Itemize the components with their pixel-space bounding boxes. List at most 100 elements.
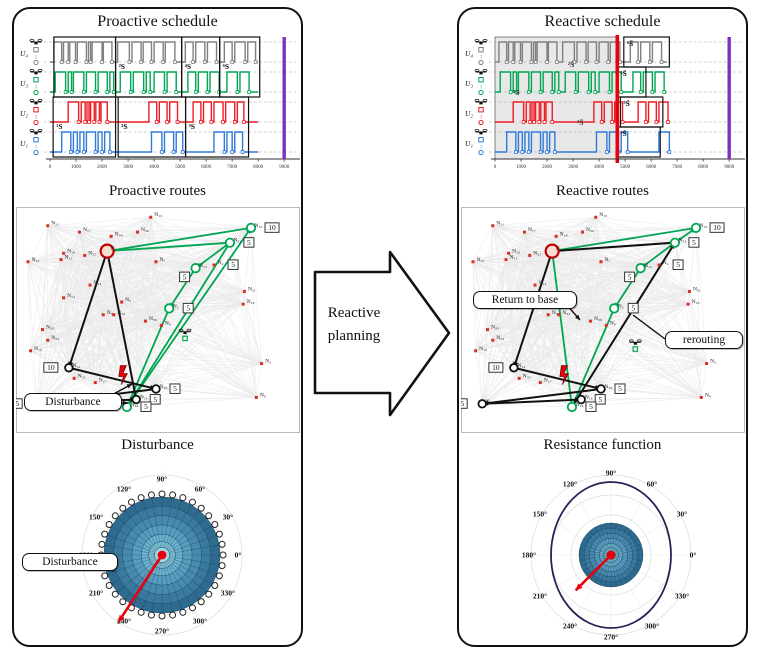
svg-text:5: 5 bbox=[153, 395, 157, 404]
svg-text:150°: 150° bbox=[89, 513, 103, 522]
svg-text:N₃₁: N₃₁ bbox=[248, 286, 256, 292]
svg-text:N₈: N₈ bbox=[705, 392, 711, 398]
svg-text:5: 5 bbox=[231, 260, 235, 269]
svg-text:N₂₄: N₂₄ bbox=[51, 335, 59, 341]
svg-text:N₁: N₁ bbox=[556, 246, 562, 252]
svg-text:2000: 2000 bbox=[542, 165, 553, 170]
svg-text:↕: ↕ bbox=[480, 55, 483, 61]
svg-text:120°: 120° bbox=[563, 479, 577, 488]
svg-text:N₉: N₉ bbox=[165, 320, 171, 326]
svg-text:240°: 240° bbox=[117, 616, 131, 625]
svg-text:5: 5 bbox=[183, 272, 187, 281]
svg-text:U₄: U₄ bbox=[20, 49, 28, 58]
svg-text:N₃₆: N₃₆ bbox=[130, 402, 138, 408]
svg-text:5000: 5000 bbox=[175, 165, 186, 170]
svg-text:N₁₇: N₁₇ bbox=[528, 227, 536, 233]
svg-text:N₂₅: N₂₅ bbox=[533, 250, 541, 256]
svg-text:5: 5 bbox=[173, 384, 177, 393]
svg-text:5: 5 bbox=[598, 395, 602, 404]
svg-text:N₁₈: N₁₈ bbox=[67, 248, 75, 254]
svg-text:0°: 0° bbox=[235, 551, 242, 560]
svg-text:270°: 270° bbox=[604, 633, 618, 642]
svg-text:N₂₀: N₂₀ bbox=[491, 325, 499, 331]
svg-text:N₃₈: N₃₈ bbox=[149, 316, 157, 322]
svg-text:³S: ³S bbox=[121, 122, 127, 131]
svg-text:↕: ↕ bbox=[480, 145, 483, 151]
svg-text:N₂₁: N₂₁ bbox=[51, 221, 59, 227]
svg-text:N₃₂: N₃₂ bbox=[255, 223, 263, 229]
svg-text:N₂₃: N₂₃ bbox=[233, 238, 241, 244]
svg-text:N₂₃: N₂₃ bbox=[678, 238, 686, 244]
svg-text:5: 5 bbox=[247, 238, 251, 247]
svg-text:5: 5 bbox=[618, 384, 622, 393]
svg-text:N₂: N₂ bbox=[173, 303, 179, 309]
svg-text:N₃₃: N₃₃ bbox=[107, 310, 115, 316]
svg-text:¹S: ¹S bbox=[56, 122, 62, 131]
svg-text:9000: 9000 bbox=[724, 165, 735, 170]
svg-text:³S̄: ³S̄ bbox=[620, 129, 627, 138]
svg-text:N₁: N₁ bbox=[111, 246, 117, 252]
svg-text:N₁₀: N₁₀ bbox=[34, 346, 42, 352]
proactive-schedule-chart: ↕ U₄ ↕ U₃ ↕ U₂ ↕ U₁ ¹S ²S ³S ⁴S ⁵S ⁶S 0 1000 2000 3000 400… bbox=[20, 36, 300, 170]
svg-text:N₁₄: N₁₄ bbox=[94, 280, 102, 286]
svg-text:N₁₅: N₁₅ bbox=[644, 263, 652, 269]
svg-text:7000: 7000 bbox=[672, 165, 683, 170]
svg-text:N₄: N₄ bbox=[663, 260, 669, 266]
svg-text:N₃₅: N₃₅ bbox=[523, 373, 531, 379]
svg-text:N₃₅: N₃₅ bbox=[78, 373, 86, 379]
proactive-routes-title: Proactive routes bbox=[108, 183, 207, 199]
return-to-base-callout: Return to base bbox=[473, 291, 577, 309]
svg-text:N₇: N₇ bbox=[605, 257, 611, 263]
svg-text:N₁₈: N₁₈ bbox=[512, 248, 520, 254]
svg-text:N₃₈: N₃₈ bbox=[594, 316, 602, 322]
svg-text:¹S: ¹S bbox=[513, 88, 519, 97]
svg-text:2000: 2000 bbox=[97, 165, 108, 170]
svg-text:4000: 4000 bbox=[149, 165, 160, 170]
svg-text:10: 10 bbox=[47, 363, 55, 372]
svg-text:N₂₆: N₂₆ bbox=[141, 227, 149, 233]
svg-text:N₃₉: N₃₉ bbox=[115, 231, 123, 237]
svg-text:1000: 1000 bbox=[516, 165, 527, 170]
svg-text:N₃₄: N₃₄ bbox=[562, 310, 570, 316]
svg-text:10: 10 bbox=[268, 223, 276, 232]
reactive-schedule-title: Reactive schedule bbox=[544, 13, 661, 30]
svg-text:N₂₅: N₂₅ bbox=[88, 250, 96, 256]
svg-text:8000: 8000 bbox=[253, 165, 264, 170]
svg-text:N₃: N₃ bbox=[265, 359, 271, 365]
svg-text:U₂: U₂ bbox=[20, 109, 28, 118]
svg-text:3000: 3000 bbox=[123, 165, 134, 170]
svg-text:²S: ²S bbox=[119, 62, 125, 71]
svg-text:N₂₂: N₂₂ bbox=[31, 257, 39, 263]
arrow-label-line2: planning bbox=[327, 327, 381, 344]
svg-text:5: 5 bbox=[186, 304, 190, 313]
svg-text:U₃: U₃ bbox=[20, 79, 28, 88]
svg-text:N₁₇: N₁₇ bbox=[83, 227, 91, 233]
svg-text:⁶S: ⁶S bbox=[223, 62, 229, 71]
svg-text:180°: 180° bbox=[522, 551, 536, 560]
svg-text:330°: 330° bbox=[221, 589, 235, 598]
svg-text:N₃₁: N₃₁ bbox=[693, 286, 701, 292]
svg-text:N₁₁: N₁₁ bbox=[64, 255, 72, 261]
reactive-routes-title: Reactive routes bbox=[556, 183, 649, 199]
svg-text:N₉: N₉ bbox=[610, 320, 616, 326]
svg-text:5: 5 bbox=[589, 402, 593, 411]
svg-text:N₃₂: N₃₂ bbox=[700, 223, 708, 229]
disturbance-routes-callout: Disturbance bbox=[24, 393, 122, 411]
svg-text:N₁₆: N₁₆ bbox=[140, 395, 148, 401]
svg-text:9000: 9000 bbox=[279, 165, 290, 170]
svg-text:N₃₄: N₃₄ bbox=[117, 310, 125, 316]
svg-text:1000: 1000 bbox=[71, 165, 82, 170]
svg-text:240°: 240° bbox=[563, 622, 577, 631]
svg-text:N₃: N₃ bbox=[710, 359, 716, 365]
svg-text:330°: 330° bbox=[675, 592, 689, 601]
svg-text:N₂₉: N₂₉ bbox=[247, 299, 255, 305]
rerouting-callout: rerouting bbox=[665, 331, 743, 349]
svg-text:⁵S̄: ⁵S̄ bbox=[623, 99, 630, 108]
svg-text:300°: 300° bbox=[193, 616, 207, 625]
svg-text:U₁: U₁ bbox=[465, 139, 473, 148]
svg-text:⁴S̄: ⁴S̄ bbox=[620, 69, 627, 78]
svg-text:⁵S: ⁵S bbox=[189, 122, 195, 131]
